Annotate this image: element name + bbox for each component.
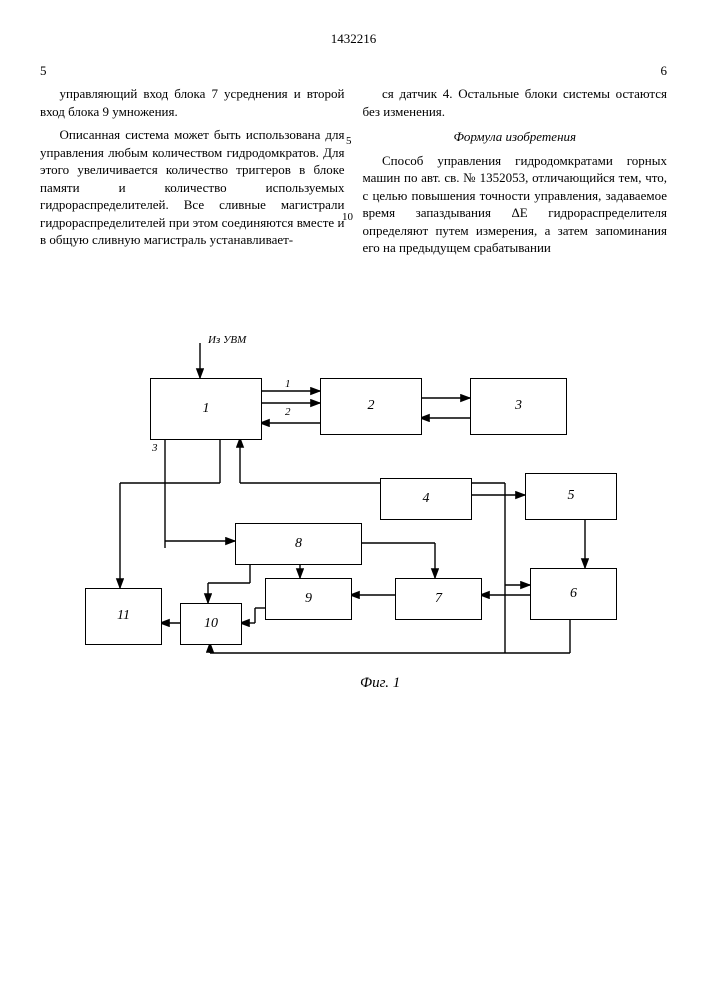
- block-5: 5: [525, 473, 617, 520]
- right-p2: Способ управления гидродомкратами горных…: [363, 152, 668, 257]
- block-11: 11: [85, 588, 162, 645]
- right-page-number: 6: [363, 62, 668, 80]
- block-4: 4: [380, 478, 472, 520]
- block-3: 3: [470, 378, 567, 435]
- left-p1: управляющий вход блока 7 усреднения и вт…: [40, 85, 345, 120]
- text-columns: 5 управляющий вход блока 7 усреднения и …: [40, 62, 667, 263]
- block-1: 1: [150, 378, 262, 440]
- svg-text:1: 1: [285, 378, 291, 390]
- left-page-number: 5: [40, 62, 345, 80]
- block-2: 2: [320, 378, 422, 435]
- line-marker-10: 10: [342, 210, 353, 225]
- block-7: 7: [395, 578, 482, 620]
- document-number: 1432216: [40, 30, 667, 48]
- line-marker-5: 5: [346, 134, 352, 149]
- figure-label: Фиг. 1: [360, 673, 400, 693]
- block-10: 10: [180, 603, 242, 645]
- block-6: 6: [530, 568, 617, 620]
- block-9: 9: [265, 578, 352, 620]
- formula-title: Формула изобретения: [363, 128, 668, 146]
- input-label: Из УВМ: [207, 334, 247, 346]
- left-column: 5 управляющий вход блока 7 усреднения и …: [40, 62, 345, 263]
- svg-text:3: 3: [151, 442, 158, 454]
- right-p1: ся датчик 4. Остальные блоки системы ост…: [363, 85, 668, 120]
- svg-text:2: 2: [285, 406, 291, 418]
- left-p2: Описанная система может быть использован…: [40, 126, 345, 249]
- block-diagram: Из УВМ 1 2 3: [40, 323, 660, 723]
- block-8: 8: [235, 523, 362, 565]
- right-column: 6 ся датчик 4. Остальные блоки системы о…: [363, 62, 668, 263]
